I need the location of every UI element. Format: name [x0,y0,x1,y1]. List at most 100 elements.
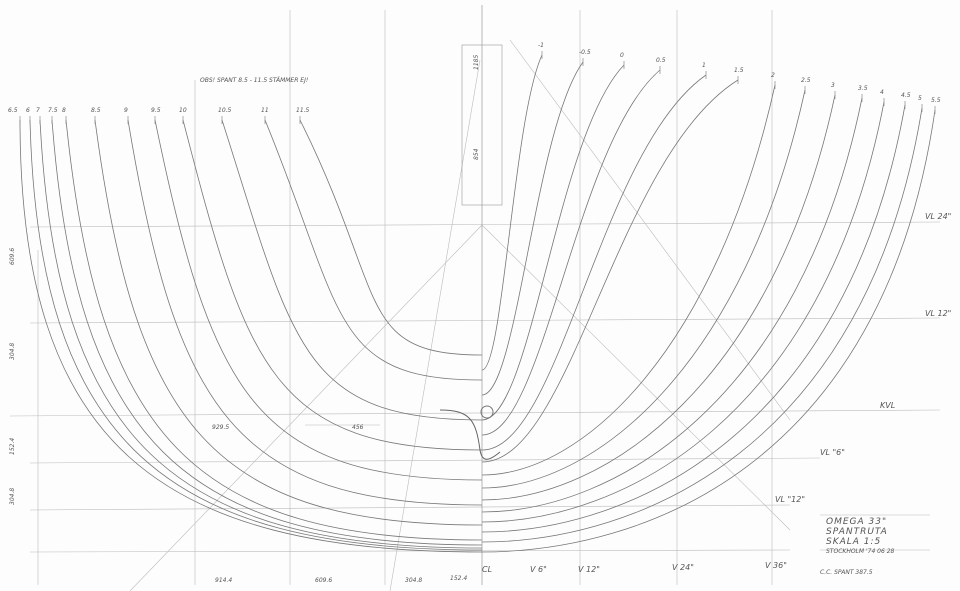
station-curve-8 [65,119,483,541]
station-curve-7.5 [51,119,483,546]
dim-152: 152.4 [450,575,467,582]
station-curve-6.5 [19,119,483,553]
waterline-vl12 [29,317,941,324]
station-label-5: 5 [918,95,922,102]
station-curve--1 [481,54,543,371]
label-kvl: KVL [880,401,895,410]
keel-bulb-profile [439,409,501,460]
station-curve-3.5 [481,97,863,513]
label-vl12b: VL "12" [775,495,805,504]
station-label-8: 8 [62,107,66,114]
station-curve-0.5 [481,69,661,436]
station-curve-4 [481,101,885,523]
station-label-3: 3 [831,82,835,89]
waterline-kvl [9,409,941,417]
title-block: OMEGA 33" SPANTRUTA SKALA 1:5 STOCKHOLM … [820,514,930,576]
center-circle [480,405,494,419]
title-line-4: STOCKHOLM '74 06 28 [826,548,895,555]
station-label-9: 9 [124,107,128,114]
diagonal-4 [389,59,481,591]
station-label-0: 0 [620,52,624,59]
title-line-2: SPANTRUTA [826,527,888,537]
station-label-6: 6 [26,107,30,114]
station-curve-2 [481,84,776,476]
station-label-2.5: 2.5 [801,77,811,84]
station-curve-3 [481,94,836,501]
dim-left-b: 304.8 [9,343,16,360]
baseline [29,549,791,553]
diagonal-3 [509,39,791,421]
station-curves [19,54,936,553]
keel-outline [461,44,503,206]
label-vl12: VL 12" [925,309,951,318]
label-v24: V 24" [672,563,694,572]
label-v6: V 6" [530,565,547,574]
station-curve-2.5 [481,89,806,489]
station-label-3.5: 3.5 [858,85,868,92]
label-v12: V 12" [578,565,600,574]
station-curve-5 [481,107,923,543]
station-label-5.5: 5.5 [931,97,941,104]
dim-left-d: 304.8 [9,488,16,505]
station-label-1.5: 1.5 [734,67,744,74]
station-curve-10 [182,119,483,451]
dim-center-top: 1185 [473,55,480,70]
grid-lines [9,5,941,591]
station-label-10: 10 [179,107,187,114]
station-label-0.5: 0.5 [656,57,666,64]
station-label-7: 7 [36,107,40,114]
station-curve-7 [39,119,483,549]
waterline-vl12b [29,504,791,511]
station-label-11: 11 [261,107,269,114]
station-curve-1.5 [481,79,739,463]
station-ticks [19,51,936,124]
station-label-10.5: 10.5 [218,107,232,114]
station-labels: 6.5 6 7 7.5 8 8.5 9 9.5 10 10.5 11 11.5-1-0.5 00.511… [8,42,941,114]
dim-304: 304.8 [405,577,422,584]
dim-609: 609.6 [315,577,332,584]
label-v36: V 36" [765,561,787,570]
station-label--1: -1 [538,42,544,49]
dim-left-a: 609.6 [9,248,16,265]
title-line-1: OMEGA 33" [826,517,887,527]
dim-center-mid: 854 [473,148,480,160]
station-label-7.5: 7.5 [48,107,58,114]
station-curve-11 [264,119,483,381]
dim-left-c: 152.4 [9,438,16,455]
title-line-3: SKALA 1:5 [826,537,881,547]
label-cl: CL [482,565,492,574]
station-label-9.5: 9.5 [151,107,161,114]
station-curve-11.5 [299,119,483,356]
waterline-vl24 [29,221,941,228]
station-label-2: 2 [771,72,775,79]
station-curve-1 [481,74,707,451]
station-label--0.5: -0.5 [579,49,591,56]
station-label-4: 4 [880,89,884,96]
diagonal-2 [481,224,791,531]
label-vl6: VL "6" [820,448,845,457]
station-curve-0 [481,64,625,421]
drawing-note: OBS! SPANT 8.5 - 11.5 STÄMMER EJ! [200,77,308,84]
station-curve-4.5 [481,104,906,533]
station-label-11.5: 11.5 [296,107,310,114]
station-curve-6 [29,119,483,551]
station-label-6.5: 6.5 [8,107,18,114]
station-label-1: 1 [702,62,706,69]
diag-label-1: 929.5 [212,424,229,431]
diag-label-2: 456 [352,424,364,431]
diagonal-1 [129,224,483,591]
station-curve--0.5 [481,61,584,396]
station-curve-5.5 [481,109,936,553]
station-curve-9 [127,119,483,506]
dim-914: 914.4 [215,577,232,584]
station-curve-9.5 [154,119,483,481]
station-label-4.5: 4.5 [901,92,911,99]
station-curve-8.5 [94,119,483,526]
title-line-5: C.C. SPANT 387.5 [820,569,873,576]
waterline-vl6 [29,457,821,464]
station-curve-10.5 [221,119,483,421]
label-vl24: VL 24" [925,212,951,221]
station-label-8.5: 8.5 [91,107,101,114]
